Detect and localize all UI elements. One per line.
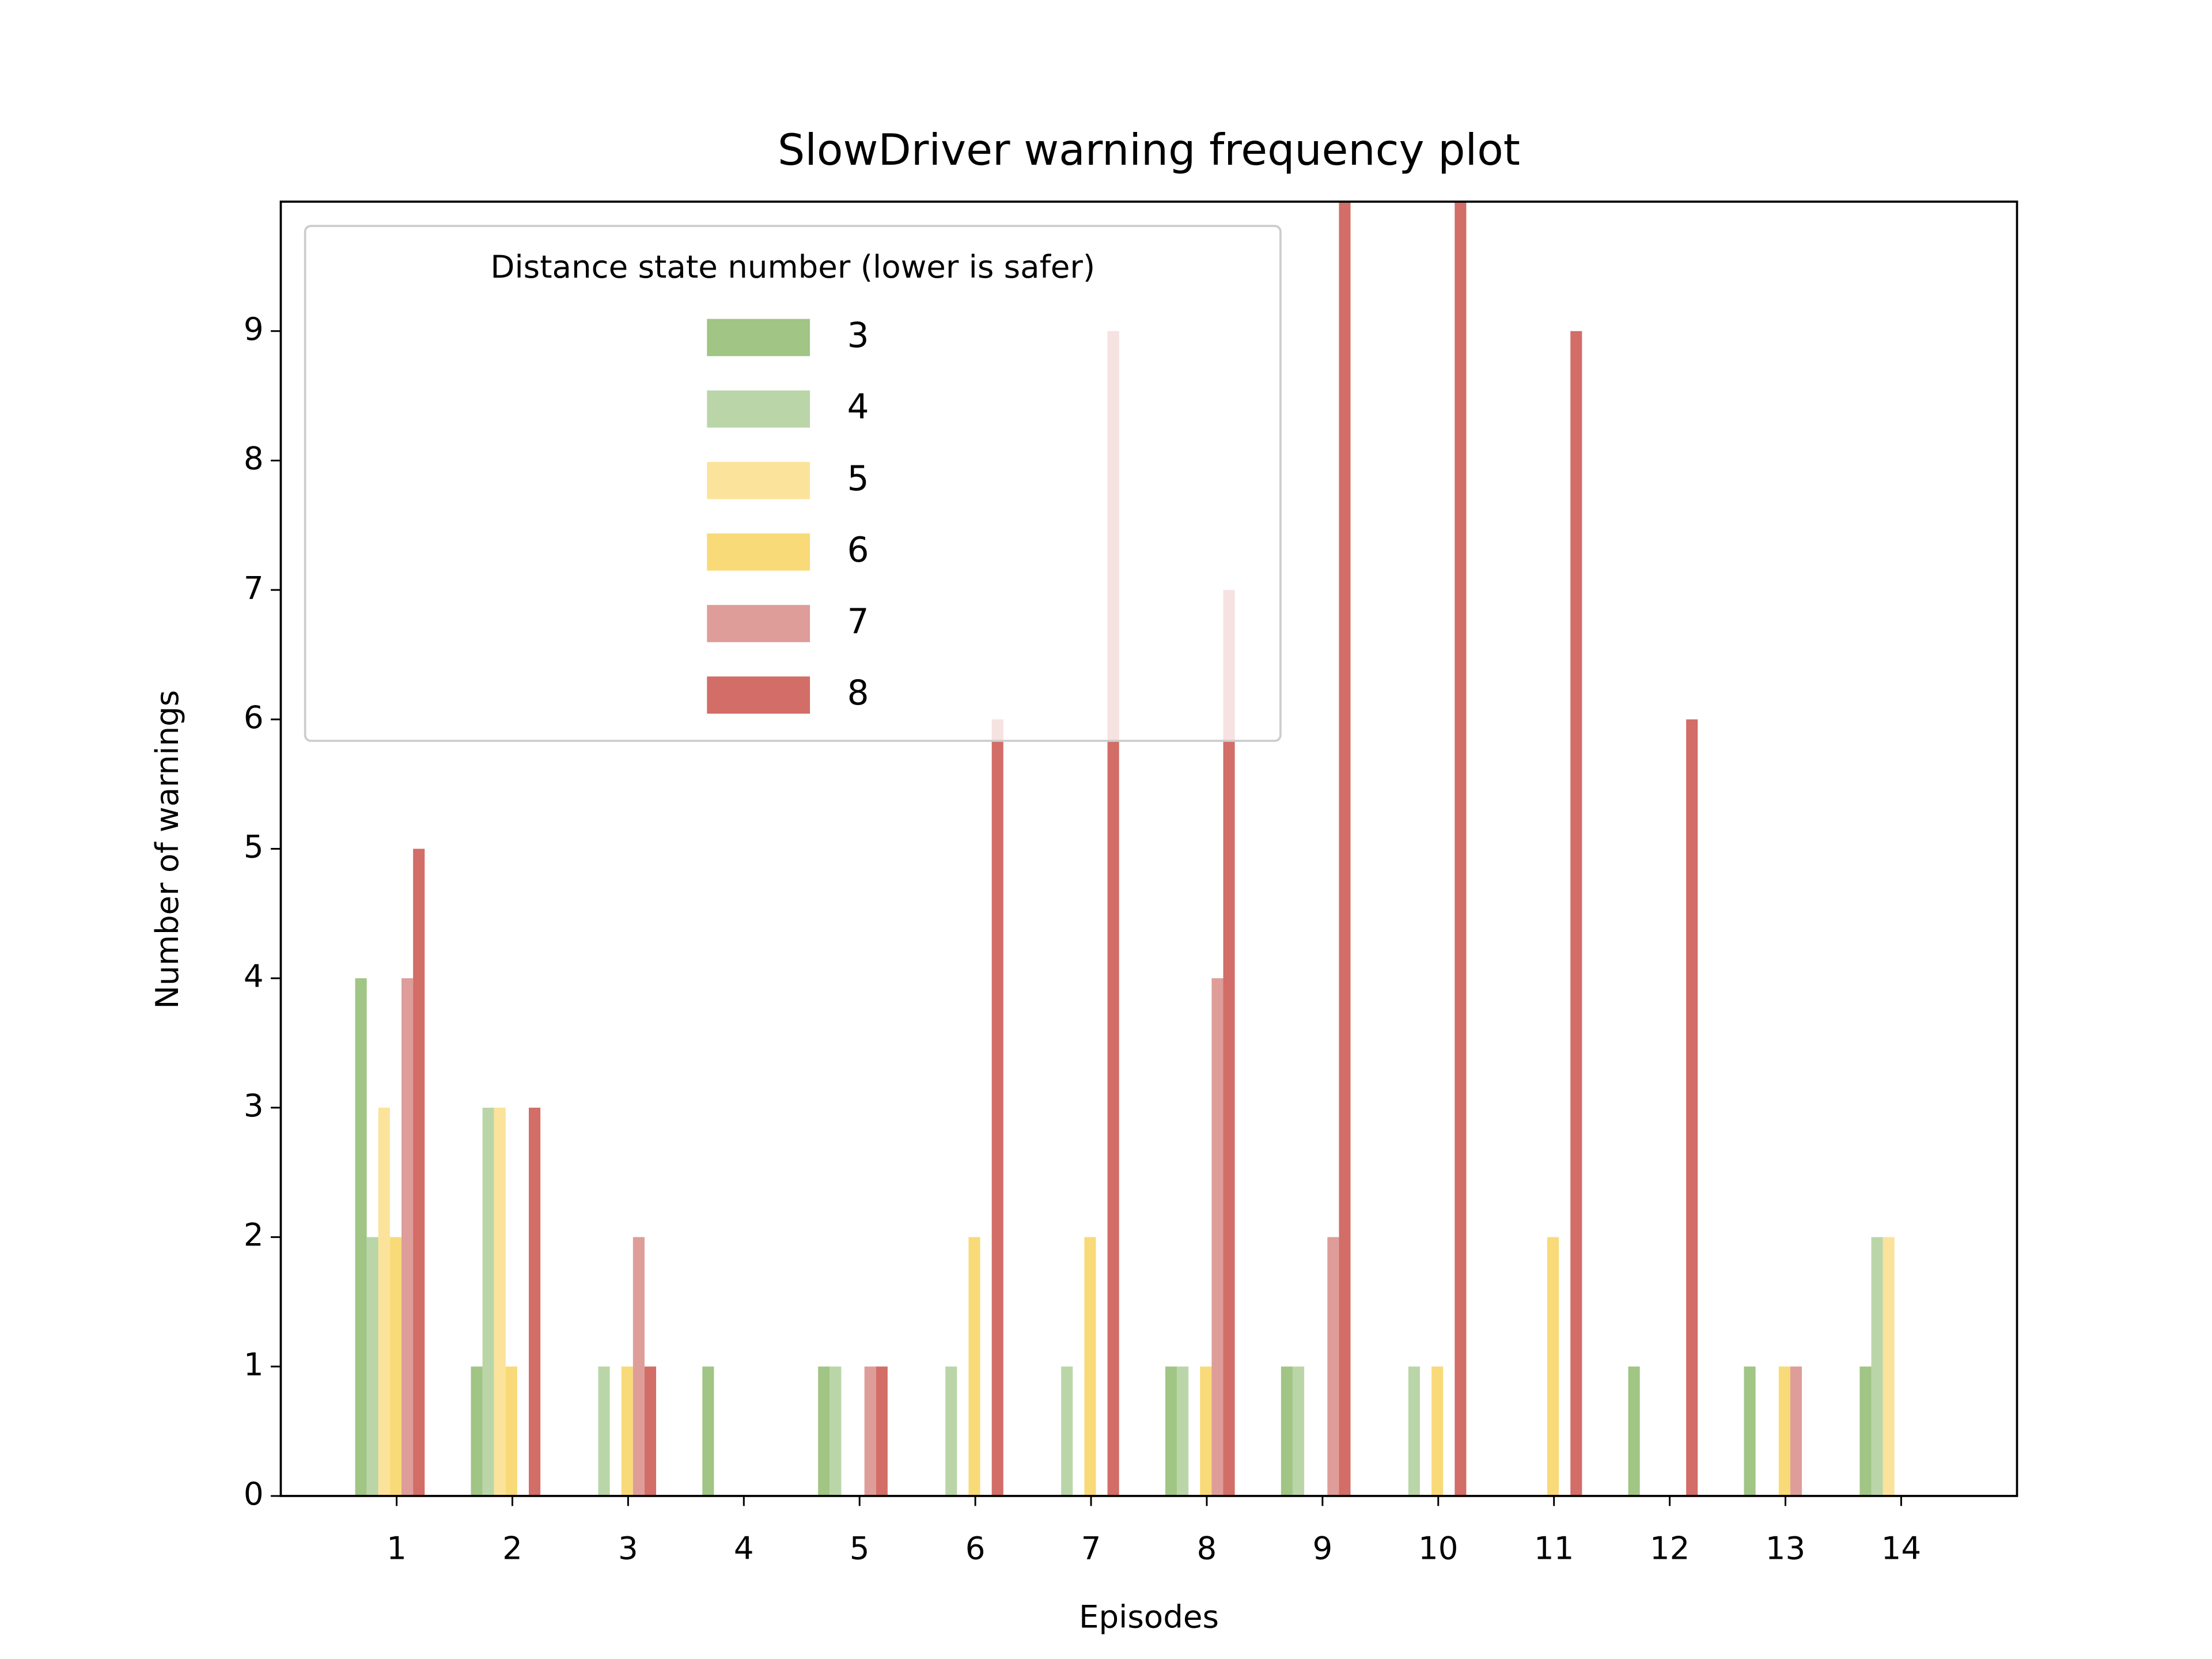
bar xyxy=(1292,1366,1305,1496)
y-tick-label: 9 xyxy=(244,310,264,347)
bar xyxy=(482,1107,494,1496)
legend: Distance state number (lower is safer) 3 4… xyxy=(304,225,1282,742)
bar xyxy=(1547,1237,1559,1496)
bar xyxy=(1408,1366,1420,1496)
y-tick-label: 0 xyxy=(244,1475,264,1512)
y-tick-label: 2 xyxy=(244,1217,264,1253)
bar xyxy=(876,1366,888,1496)
bar xyxy=(494,1107,506,1496)
legend-swatch xyxy=(707,533,810,571)
bar xyxy=(702,1366,714,1496)
x-tick-label: 5 xyxy=(850,1529,870,1566)
bar xyxy=(644,1366,657,1496)
legend-label: 4 xyxy=(847,388,869,427)
bar xyxy=(413,849,425,1496)
y-tick-label: 6 xyxy=(244,699,264,736)
bar xyxy=(529,1107,541,1496)
x-tick-label: 8 xyxy=(1197,1529,1217,1566)
bar xyxy=(1281,1366,1293,1496)
x-tick-label: 6 xyxy=(965,1529,986,1566)
x-tick-label: 10 xyxy=(1418,1529,1459,1566)
bar xyxy=(1211,978,1224,1496)
bar xyxy=(1871,1237,1883,1496)
bar xyxy=(991,719,1003,1496)
bar xyxy=(1165,1366,1177,1496)
legend-label: 3 xyxy=(847,316,869,356)
x-tick-label: 11 xyxy=(1534,1529,1574,1566)
bar xyxy=(471,1366,483,1496)
legend-label: 8 xyxy=(847,673,869,713)
bar xyxy=(1570,331,1582,1496)
legend-swatch xyxy=(707,390,810,428)
y-axis-label: Number of warnings xyxy=(149,690,185,1009)
y-tick-label: 5 xyxy=(244,828,264,865)
bar xyxy=(389,1237,402,1496)
bar xyxy=(632,1237,645,1496)
bar xyxy=(968,1237,980,1496)
bar xyxy=(1883,1237,1895,1496)
bar xyxy=(1084,1237,1096,1496)
bar xyxy=(355,978,367,1496)
bar xyxy=(1686,719,1698,1496)
bar xyxy=(1177,1366,1189,1496)
y-tick-label: 7 xyxy=(244,569,264,606)
bar xyxy=(1061,1366,1073,1496)
x-tick-label: 3 xyxy=(618,1529,638,1566)
legend-label: 7 xyxy=(847,602,869,642)
bar xyxy=(378,1107,390,1496)
bar xyxy=(1200,1366,1212,1496)
bar xyxy=(1859,1366,1872,1496)
bar xyxy=(1327,1237,1339,1496)
bar xyxy=(621,1366,633,1496)
x-tick-label: 4 xyxy=(734,1529,754,1566)
bar xyxy=(1339,202,1351,1496)
plot-frame xyxy=(279,200,2018,1497)
bar xyxy=(1455,202,1467,1496)
chart-title: SlowDriver warning frequency plot xyxy=(778,125,1520,175)
bar xyxy=(1744,1366,1756,1496)
legend-swatch xyxy=(707,676,810,714)
bar xyxy=(864,1366,876,1496)
bar xyxy=(1431,1366,1444,1496)
bar xyxy=(1790,1366,1802,1496)
y-tick-label: 1 xyxy=(244,1346,264,1382)
x-tick-label: 12 xyxy=(1650,1529,1690,1566)
x-tick-label: 13 xyxy=(1766,1529,1806,1566)
bar xyxy=(598,1366,610,1496)
x-tick-label: 2 xyxy=(502,1529,522,1566)
x-tick-label: 7 xyxy=(1081,1529,1101,1566)
bar xyxy=(366,1237,378,1496)
x-tick-label: 9 xyxy=(1312,1529,1332,1566)
bar xyxy=(1628,1366,1640,1496)
bar xyxy=(505,1366,517,1496)
y-tick-label: 8 xyxy=(244,440,264,477)
legend-swatch xyxy=(707,461,810,499)
legend-label: 5 xyxy=(847,459,869,499)
bar xyxy=(830,1366,842,1496)
legend-swatch xyxy=(707,605,810,642)
bar xyxy=(1778,1366,1790,1496)
legend-title: Distance state number (lower is safer) xyxy=(490,248,1095,285)
bar xyxy=(818,1366,830,1496)
x-tick-label: 1 xyxy=(387,1529,407,1566)
x-tick-label: 14 xyxy=(1881,1529,1921,1566)
bar xyxy=(401,978,414,1496)
x-axis-label: Episodes xyxy=(1079,1599,1219,1635)
bar xyxy=(945,1366,957,1496)
y-tick-label: 4 xyxy=(244,957,264,994)
y-tick-label: 3 xyxy=(244,1087,264,1124)
legend-swatch xyxy=(707,319,810,357)
bar xyxy=(1223,590,1235,1496)
legend-label: 6 xyxy=(847,531,869,570)
